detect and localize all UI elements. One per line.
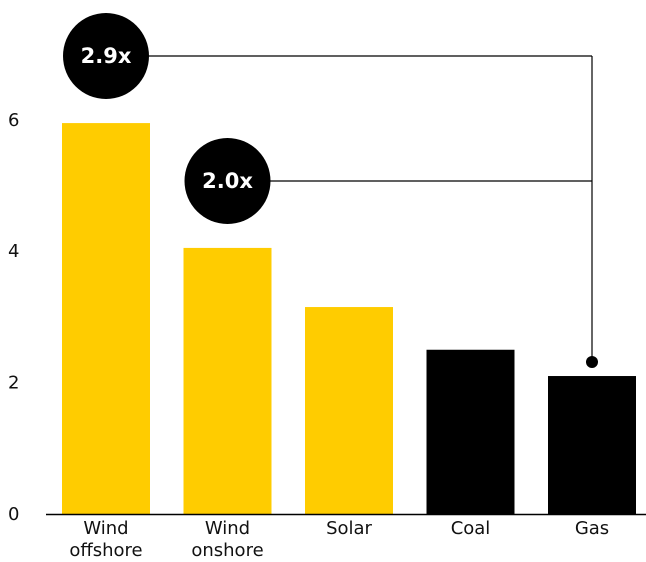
bar <box>305 307 393 514</box>
x-tick-label: Wind onshore <box>191 518 263 561</box>
x-tick-label-line: onshore <box>191 540 263 561</box>
x-tick-label-line: offshore <box>69 540 142 561</box>
ratio-annotations: 2.9x 2.0x <box>63 13 598 369</box>
y-tick-label: 4 <box>8 241 19 262</box>
bar <box>62 123 150 515</box>
bar <box>548 376 636 514</box>
bar <box>183 247 272 515</box>
x-tick-label-line: Gas <box>575 518 609 539</box>
x-tick-label: Gas <box>575 518 609 539</box>
x-tick-label-line: Wind <box>83 518 128 539</box>
x-tick-label: Wind offshore <box>69 518 142 561</box>
connector-endpoint-dot <box>586 356 598 369</box>
ratio-badge <box>63 13 149 99</box>
x-tick-label-line: Coal <box>451 518 491 539</box>
bars <box>62 123 636 515</box>
y-tick-label: 6 <box>8 110 19 131</box>
x-tick-label: Coal <box>451 518 491 539</box>
ratio-badge <box>184 138 271 224</box>
ratio-badge-label: 2.0x <box>202 169 253 193</box>
y-tick-label: 0 <box>8 504 19 525</box>
x-tick-label-line: Solar <box>326 518 372 539</box>
ratio-badge-label: 2.9x <box>81 44 132 68</box>
x-tick-label: Solar <box>326 518 372 539</box>
bar <box>426 349 515 514</box>
y-tick-label: 2 <box>8 373 19 394</box>
y-axis-ticks: 0 2 4 6 <box>8 110 19 525</box>
x-tick-label-line: Wind <box>205 518 250 539</box>
